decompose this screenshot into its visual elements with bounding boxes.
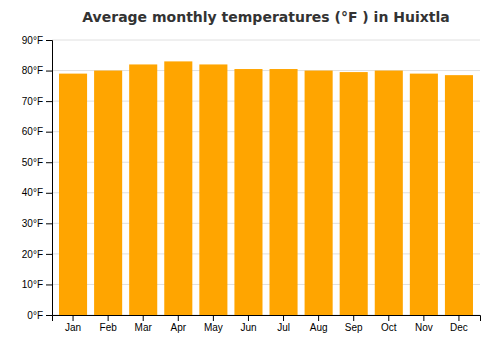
tick-mark <box>46 132 52 133</box>
tick-mark <box>46 223 52 224</box>
bar <box>129 64 157 315</box>
bar <box>59 74 87 315</box>
tick-mark <box>283 315 284 321</box>
plot-area <box>59 61 473 315</box>
y-tick: 60°F <box>22 126 52 137</box>
tick-label: 70°F <box>22 96 43 107</box>
tick-mark <box>458 315 459 321</box>
y-tick: 90°F <box>22 35 52 46</box>
tick-mark <box>46 315 52 316</box>
tick-label: Apr <box>171 322 187 333</box>
tick-label: 20°F <box>22 249 43 260</box>
grid <box>52 40 480 315</box>
y-tick: 40°F <box>22 187 52 198</box>
tick-label: 60°F <box>22 126 43 137</box>
tick-mark <box>46 162 52 163</box>
y-tick: 30°F <box>22 218 52 229</box>
bar <box>234 69 262 315</box>
tick-label: Mar <box>135 322 153 333</box>
bar <box>340 72 368 315</box>
tick-label: 40°F <box>22 187 43 198</box>
y-axis: 0°F 10°F 20°F 30°F 40°F 50°F 60°F 70°F 80°F 90°F <box>22 35 53 321</box>
y-tick: 80°F <box>22 65 52 76</box>
tick-label: Feb <box>100 322 118 333</box>
tick-mark <box>248 315 249 321</box>
bar <box>375 71 403 315</box>
y-tick: 50°F <box>22 157 52 168</box>
x-tick: Feb <box>100 315 118 333</box>
tick-mark <box>46 193 52 194</box>
chart: Jan Feb Mar Apr May Jun Jul Aug Sep Oct Nov Dec 0°F 1… <box>0 0 500 350</box>
tick-label: Jun <box>240 322 256 333</box>
tick-label: Dec <box>450 322 468 333</box>
title: Average monthly temperatures (°F ) in Hu… <box>82 9 449 25</box>
tick-label: 50°F <box>22 157 43 168</box>
y-tick: 70°F <box>22 96 52 107</box>
x-axis: Jan Feb Mar Apr May Jun Jul Aug Sep Oct Nov Dec <box>53 315 481 333</box>
x-tick: Nov <box>415 315 433 333</box>
tick-label: Sep <box>345 322 363 333</box>
tick-mark <box>423 315 424 321</box>
tick-label: 10°F <box>22 279 43 290</box>
tick-mark <box>143 315 144 321</box>
x-tick: Mar <box>135 315 153 333</box>
tick-mark <box>73 315 74 321</box>
tick-mark <box>213 315 214 321</box>
bar <box>199 64 227 315</box>
x-tick: Apr <box>171 315 187 333</box>
chart-container: Jan Feb Mar Apr May Jun Jul Aug Sep Oct Nov Dec 0°F 1… <box>0 0 500 350</box>
tick-mark <box>46 40 52 41</box>
tick-mark <box>353 315 354 321</box>
tick-label: Oct <box>381 322 397 333</box>
tick-label: 0°F <box>27 310 43 321</box>
tick-mark <box>178 315 179 321</box>
x-tick: May <box>204 315 223 333</box>
tick-label: 90°F <box>22 35 43 46</box>
x-tick: Oct <box>381 315 397 333</box>
tick-mark <box>318 315 319 321</box>
bar <box>270 69 298 315</box>
bar <box>445 75 473 315</box>
tick-label: Aug <box>310 322 328 333</box>
y-tick: 10°F <box>22 279 52 290</box>
tick-label: May <box>204 322 223 333</box>
axis-domain <box>46 41 53 316</box>
tick-label: 80°F <box>22 65 43 76</box>
x-tick: Jul <box>277 315 290 333</box>
tick-mark <box>46 284 52 285</box>
x-tick: Jan <box>65 315 81 333</box>
bar <box>94 71 122 315</box>
x-tick: Jun <box>240 315 256 333</box>
tick-mark <box>108 315 109 321</box>
x-tick: Dec <box>450 315 468 333</box>
tick-label: Jan <box>65 322 81 333</box>
tick-mark <box>46 254 52 255</box>
tick-mark <box>46 71 52 72</box>
tick-label: Nov <box>415 322 433 333</box>
bar <box>410 74 438 315</box>
bar <box>164 61 192 315</box>
tick-mark <box>46 101 52 102</box>
tick-label: 30°F <box>22 218 43 229</box>
y-tick: 20°F <box>22 249 52 260</box>
tick-mark <box>388 315 389 321</box>
axis-domain <box>53 316 481 322</box>
x-tick: Aug <box>310 315 328 333</box>
grid-line <box>52 40 480 41</box>
y-tick: 0°F <box>27 310 52 321</box>
x-tick: Sep <box>345 315 363 333</box>
tick-label: Jul <box>277 322 290 333</box>
bar <box>305 71 333 315</box>
